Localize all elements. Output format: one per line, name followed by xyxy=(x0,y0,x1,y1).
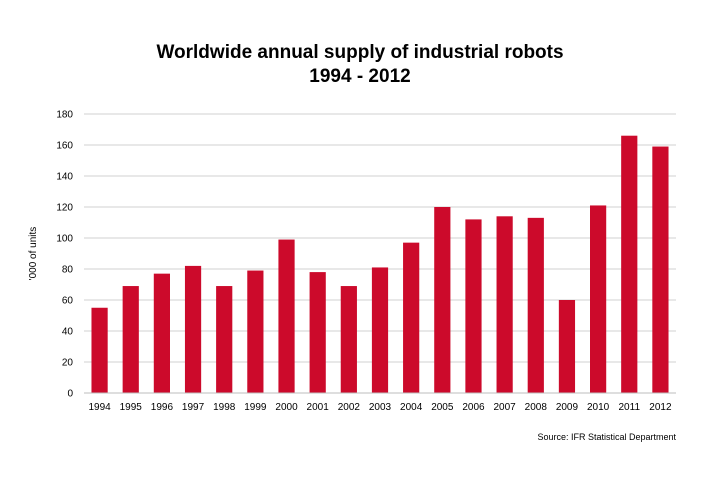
bar xyxy=(465,219,482,393)
y-tick-label: 140 xyxy=(56,172,73,183)
y-tick-label: 180 xyxy=(56,110,73,121)
bar xyxy=(527,217,544,393)
x-tick-label: 2003 xyxy=(369,402,392,413)
x-tick-label: 2011 xyxy=(619,402,641,413)
x-tick-label: 2007 xyxy=(494,402,517,413)
bar xyxy=(91,307,108,393)
bar xyxy=(184,265,202,393)
bar xyxy=(434,207,451,393)
bar xyxy=(558,300,576,393)
y-tick-label: 60 xyxy=(62,296,74,307)
y-tick-label: 100 xyxy=(56,234,73,245)
y-axis-label: '000 of units xyxy=(28,227,39,281)
y-tick-label: 20 xyxy=(62,358,74,369)
y-tick-label: 0 xyxy=(67,389,73,400)
chart-subtitle: 1994 - 2012 xyxy=(309,66,411,87)
bar xyxy=(122,286,139,393)
x-tick-label: 2004 xyxy=(400,402,423,413)
bar xyxy=(309,272,326,393)
bar xyxy=(496,216,513,393)
bar xyxy=(216,286,233,393)
x-tick-label: 1998 xyxy=(213,402,236,413)
bar xyxy=(153,273,170,393)
y-tick-label: 160 xyxy=(56,141,73,152)
x-tick-label: 1996 xyxy=(151,402,174,413)
x-tick-label: 2009 xyxy=(556,402,579,413)
x-tick-label: 1994 xyxy=(88,402,111,413)
x-tick-label: 1997 xyxy=(182,402,205,413)
bar xyxy=(247,270,264,393)
x-tick-label: 2001 xyxy=(307,402,330,413)
x-tick-label: 2008 xyxy=(525,402,548,413)
y-tick-label: 40 xyxy=(62,327,74,338)
bar xyxy=(340,286,357,393)
bar xyxy=(371,267,389,393)
y-tick-label: 80 xyxy=(62,265,74,276)
bar xyxy=(590,205,607,393)
x-tick-label: 1995 xyxy=(120,402,143,413)
bar xyxy=(652,146,669,393)
bar xyxy=(403,242,420,393)
x-tick-label: 2012 xyxy=(649,402,672,413)
x-tick-label: 2000 xyxy=(275,402,298,413)
x-tick-label: 2006 xyxy=(462,402,485,413)
x-tick-label: 1999 xyxy=(244,402,267,413)
y-tick-label: 120 xyxy=(56,203,73,214)
x-tick-label: 2005 xyxy=(431,402,454,413)
chart-title: Worldwide annual supply of industrial ro… xyxy=(156,42,564,63)
x-tick-label: 2010 xyxy=(587,402,610,413)
bar xyxy=(621,135,638,393)
bar xyxy=(278,239,295,393)
x-tick-label: 2002 xyxy=(338,402,361,413)
source-note: Source: IFR Statistical Department xyxy=(537,432,676,442)
